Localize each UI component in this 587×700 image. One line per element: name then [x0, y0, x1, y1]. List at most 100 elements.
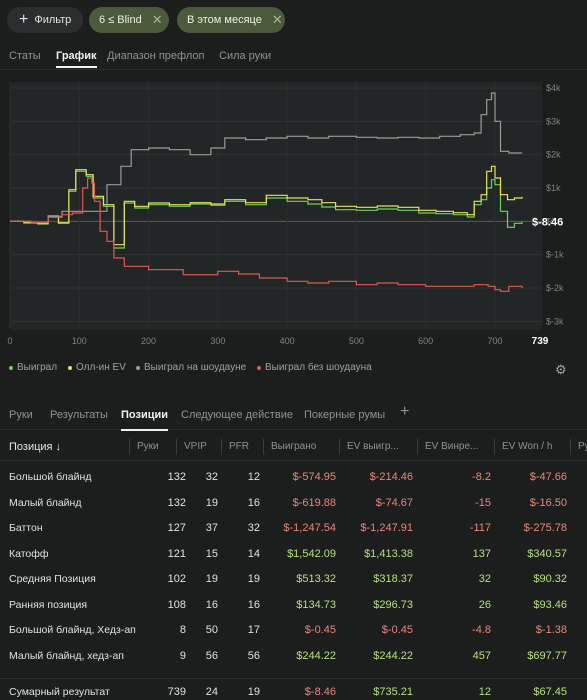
y-tick-label: $3k [546, 116, 561, 126]
tab-graph[interactable]: График [56, 50, 97, 68]
cell-evbb: 137 [472, 547, 491, 560]
legend-dot [9, 365, 13, 370]
legend-label: Выиграл без шоудауна [265, 362, 372, 373]
table-row[interactable]: Малый блайнд, хедз-ап 9 56 56 $244.22 $244.22… [0, 643, 587, 669]
filter-chip-blind[interactable]: 6 ≤ Blind ✕ [89, 7, 169, 33]
column-separator [129, 439, 130, 455]
series-line-Олл-ин EV [10, 165, 523, 246]
row-position-name: Сумарный результат [9, 686, 110, 698]
table-row[interactable]: Баттон 127 37 32 $-1,247.54 $-1,247.91 -117 $-2… [0, 515, 587, 541]
plus-icon[interactable]: + [400, 403, 410, 420]
tab-next-action[interactable]: Следующее действие [181, 409, 293, 421]
table-row[interactable]: Большой блайнд 132 32 12 $-574.95 $-214.46 -8.… [0, 464, 587, 490]
cell-vpip: 19 [205, 573, 218, 585]
tab-results[interactable]: Результаты [50, 409, 108, 421]
filter-chip-period[interactable]: В этом месяце ✕ [177, 7, 285, 33]
column-header-won[interactable]: Выиграно [263, 439, 317, 455]
x-tick-label: 100 [72, 336, 87, 346]
cell-evbb: 26 [478, 598, 491, 611]
y-tick-label: $-3k [546, 316, 564, 326]
cell-vpip: 24 [205, 686, 218, 698]
cell-ev: $1,413.38 [364, 547, 413, 560]
x-end-label: 739 [532, 336, 549, 347]
cell-ev: $735.21 [373, 686, 413, 698]
column-header-label: EV Винре... [425, 441, 479, 452]
tab-stats[interactable]: Статы [9, 50, 41, 62]
x-tick-label: 700 [487, 336, 502, 346]
table-total-row[interactable]: Сумарный результат 739 24 19 $-8.46 $735.21 12… [0, 678, 587, 700]
tab-positions[interactable]: Позиции [121, 409, 168, 431]
cell-vpip: 56 [205, 649, 218, 662]
tab-poker-rooms[interactable]: Покерные румы [304, 409, 386, 421]
column-header-label: Выиграно [271, 441, 317, 452]
column-header-ev-won[interactable]: EV выигр... [339, 439, 399, 455]
cell-ev: $318.37 [373, 573, 413, 585]
x-tick-label: 300 [210, 336, 225, 346]
column-header-overflow[interactable]: Ру [570, 439, 587, 455]
column-separator [263, 439, 264, 455]
row-position-name: Катофф [9, 547, 49, 560]
cell-won: $1,542.09 [287, 547, 336, 560]
close-icon[interactable]: ✕ [151, 12, 163, 27]
graph-canvas: $4k $3k $2k $1k $0 $-1k $-2k $-3k 0 100 200 300 400 5… [7, 82, 564, 347]
table-row[interactable]: Катофф 121 15 14 $1,542.09 $1,413.38 137 $340.5… [0, 541, 587, 567]
table-row[interactable]: Средняя Позиция 102 19 19 $513.32 $318.37 32 $9… [0, 566, 587, 592]
column-header-pfr[interactable]: PFR [221, 439, 249, 455]
cell-evh: $-1.38 [535, 624, 567, 636]
table-row[interactable]: Ранняя позиция 108 16 16 $134.73 $296.73 26 $93… [0, 592, 587, 618]
legend-label: Выиграл [17, 362, 58, 373]
tab-hands[interactable]: Руки [9, 409, 33, 421]
cell-hands: 121 [167, 547, 186, 560]
cell-pfr: 14 [247, 547, 260, 560]
cell-hands: 132 [167, 471, 186, 483]
x-tick-label: 0 [7, 336, 12, 346]
x-tick-label: 400 [280, 336, 295, 346]
column-separator [176, 439, 177, 455]
tab-hand-strength[interactable]: Сила руки [219, 50, 272, 62]
column-header-hands[interactable]: Руки [129, 439, 159, 455]
y-tick-label: $-2k [546, 283, 564, 293]
cell-won: $513.32 [296, 573, 336, 585]
tab-preflop-range[interactable]: Диапазон префлоп [107, 50, 205, 62]
table-row[interactable]: Большой блайнд, Хедз-ап 8 50 17 $-0.45 $-0.45… [0, 617, 587, 643]
column-header-label: Ру [578, 441, 587, 452]
cell-evh: $67.45 [533, 686, 567, 698]
plus-icon: + [19, 11, 29, 28]
column-header-ev-won-h[interactable]: EV Won / h [494, 439, 552, 455]
table-header: Позиция ↓ Руки VPIP PFR Выиграно EV выиг… [0, 431, 587, 461]
column-separator [494, 439, 495, 455]
x-tick-label: 600 [418, 336, 433, 346]
row-position-name: Большой блайнд [9, 471, 92, 483]
cell-hands: 102 [167, 573, 186, 585]
close-icon[interactable]: ✕ [271, 12, 283, 27]
filter-chip-label: 6 ≤ Blind [99, 14, 142, 26]
filter-label: Фильтр [34, 14, 72, 26]
table-row[interactable]: Малый блайнд 132 19 16 $-619.88 $-74.67 -15 $-1… [0, 490, 587, 516]
cell-vpip: 37 [205, 522, 218, 534]
cell-evh: $-47.66 [529, 471, 567, 483]
legend-won[interactable]: Выиграл [9, 362, 57, 373]
column-header-vpip[interactable]: VPIP [176, 439, 207, 455]
cell-ev: $-1,247.91 [360, 522, 413, 534]
gear-icon[interactable]: ⚙ [555, 362, 567, 377]
cell-won: $-0.45 [304, 624, 336, 636]
legend-non-showdown[interactable]: Выиграл без шоудауна [257, 362, 372, 373]
column-header-ev-winrate[interactable]: EV Винре... [417, 439, 479, 455]
series-line-Выиграл без шоудауна [10, 177, 523, 292]
cell-vpip: 16 [205, 598, 218, 611]
cell-hands: 132 [167, 496, 186, 509]
cell-ev: $296.73 [373, 598, 413, 611]
column-header-position[interactable]: Позиция ↓ [9, 441, 62, 453]
column-header-label: PFR [229, 441, 249, 452]
cell-pfr: 56 [247, 649, 260, 662]
cell-vpip: 50 [205, 624, 218, 636]
cell-ev: $-214.46 [369, 471, 413, 483]
cell-hands: 108 [167, 598, 186, 611]
legend-showdown[interactable]: Выиграл на шоудауне [136, 362, 246, 373]
legend-allin-ev[interactable]: Олл-ин EV [68, 362, 126, 373]
add-filter-button[interactable]: + Фильтр [7, 7, 83, 33]
plot-area [10, 82, 542, 330]
y-tick-label: $0 [546, 216, 556, 226]
row-position-name: Баттон [9, 522, 43, 534]
column-separator [570, 439, 571, 455]
